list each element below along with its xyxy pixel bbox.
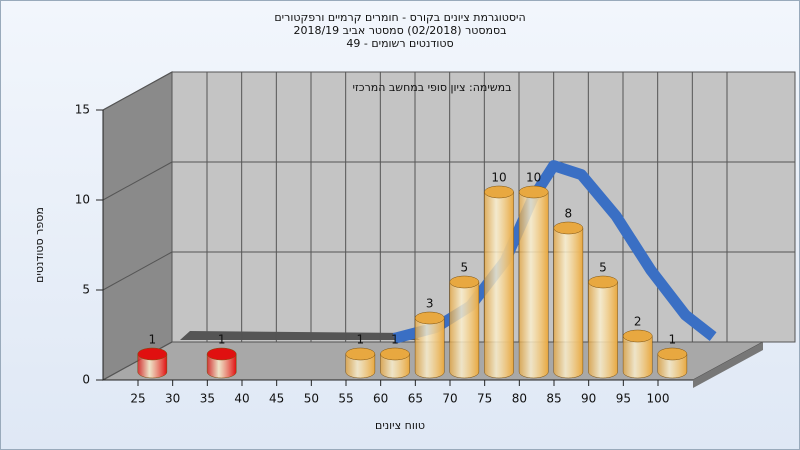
bar-top [345,347,376,361]
data-label: 3 [426,297,434,311]
bar [414,317,445,379]
bar-top [553,221,584,235]
bar [484,191,514,379]
x-tick-label: 100 [647,392,670,406]
bar [449,281,480,379]
bar-top [380,347,410,361]
bar-top [414,311,445,325]
y-tick-label: 10 [75,193,90,207]
x-tick-label: 85 [546,392,561,406]
bar [518,191,549,379]
floor-slab [180,331,420,340]
data-label: 5 [599,261,607,275]
bar-top [588,275,618,289]
bar-top [622,329,653,343]
chart-subtitle: סטודנטים רשומים - 49 [346,37,453,50]
x-tick-label: 70 [442,392,457,406]
x-tick-label: 80 [512,392,527,406]
bar-top [484,185,514,199]
y-tick-label: 15 [75,103,90,117]
chart-title: היסטוגרמת ציונים בקורס - חומרים קרמיים ו… [274,11,525,24]
bar [380,353,410,379]
x-tick-label: 75 [477,392,492,406]
x-tick-label: 65 [408,392,423,406]
x-tick-label: 50 [304,392,319,406]
y-tick-label: 5 [82,283,90,297]
data-label: 1 [149,333,157,347]
x-tick-label: 45 [269,392,284,406]
bar-top [657,347,688,361]
x-tick-label: 35 [200,392,215,406]
floor-edge [693,342,763,388]
grid-line [102,71,173,111]
data-label: 1 [391,333,399,347]
grid-line [102,251,173,291]
x-axis-label: טווח ציונים [375,419,425,432]
bar-top [518,185,549,199]
annotation: במשימה: ציון סופי במחשב המרכזי [352,81,511,94]
x-tick-label: 30 [165,392,180,406]
left-wall [102,71,173,381]
bar [206,353,237,379]
bar [657,353,688,379]
data-label: 10 [526,171,541,185]
data-label: 10 [491,171,506,185]
x-tick-label: 90 [581,392,596,406]
bar [622,335,653,379]
bar [588,281,618,379]
bar-top [206,347,237,361]
x-tick-label: 95 [616,392,631,406]
chart-subtitle: בסמסטר (02/2018) סמסטר אביב 2018/19 [293,24,506,37]
bar-top [137,347,168,361]
data-label: 1 [357,333,365,347]
x-tick-label: 40 [234,392,249,406]
x-tick-label: 25 [130,392,145,406]
bar [137,353,168,379]
bar [345,353,376,379]
x-tick-label: 60 [373,392,388,406]
x-tick-label: 55 [338,392,353,406]
bar-top [449,275,480,289]
data-label: 1 [218,333,226,347]
data-label: 8 [565,207,573,221]
data-label: 5 [461,261,469,275]
y-axis-label: מספר סטודנטים [33,207,46,283]
data-label: 2 [634,315,642,329]
grid-line [102,341,173,381]
y-tick-label: 0 [82,373,90,387]
back-wall [171,71,796,343]
bar [553,227,584,379]
data-label: 1 [669,333,677,347]
grid-line [102,161,173,201]
